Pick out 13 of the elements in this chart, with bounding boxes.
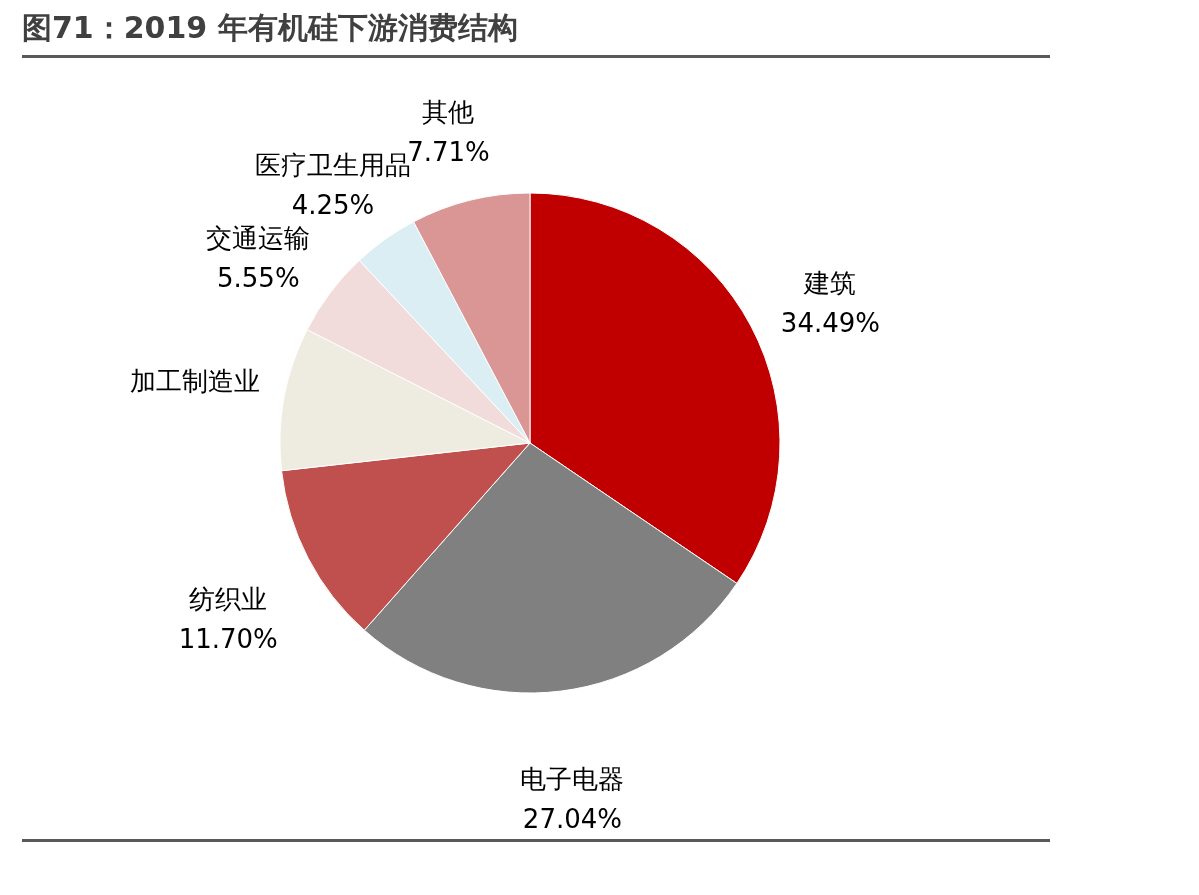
data-label: 4.25% bbox=[291, 189, 375, 220]
slice-label: 交通运输 bbox=[206, 222, 311, 253]
slice-label: 其他 bbox=[422, 96, 475, 127]
data-label: 5.55% bbox=[217, 262, 300, 293]
chart-title: 图71：2019 年有机硅下游消费结构 bbox=[22, 8, 1050, 58]
slice-label: 加工制造业 bbox=[130, 366, 261, 397]
slice-label: 建筑 bbox=[803, 267, 857, 298]
data-label: 34.49% bbox=[780, 307, 880, 338]
data-label: 27.04% bbox=[522, 804, 622, 835]
slice-label: 纺织业 bbox=[189, 583, 268, 614]
slice-label: 医疗卫生用品 bbox=[255, 149, 412, 180]
data-label: 11.70% bbox=[178, 623, 278, 654]
slice-label: 电子电器 bbox=[520, 764, 625, 795]
